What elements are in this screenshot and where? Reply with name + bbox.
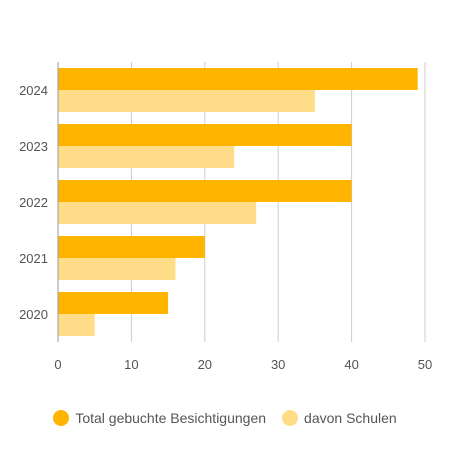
bar-schulen-2024[interactable] [58, 90, 315, 112]
bar-schulen-2021[interactable] [58, 258, 176, 280]
y-tick-label-2024: 2024 [19, 83, 48, 98]
x-tick-label-30: 30 [271, 357, 285, 372]
legend-swatch-total [53, 410, 70, 426]
y-tick-label-2023: 2023 [19, 139, 48, 154]
x-tick-label-50: 50 [418, 357, 432, 372]
bar-total-2024[interactable] [58, 68, 418, 90]
legend-item-schulen[interactable]: davon Schulen [282, 410, 397, 426]
x-tick-label-40: 40 [344, 357, 358, 372]
bar-total-2022[interactable] [58, 180, 352, 202]
bar-total-2023[interactable] [58, 124, 352, 146]
y-tick-label-2020: 2020 [19, 307, 48, 322]
legend-swatch-schulen [282, 410, 299, 426]
bar-total-2020[interactable] [58, 292, 169, 314]
x-tick-label-20: 20 [198, 357, 212, 372]
bars [58, 68, 418, 336]
bar-total-2021[interactable] [58, 236, 205, 258]
axes: 0 10 20 30 40 50 2024 2023 2022 2021 2020 [19, 62, 432, 372]
x-tick-label-10: 10 [124, 357, 138, 372]
legend-item-total[interactable]: Total gebuchte Besichtigungen [53, 410, 266, 426]
bar-schulen-2020[interactable] [58, 314, 95, 336]
bar-schulen-2023[interactable] [58, 146, 235, 168]
x-tick-label-0: 0 [54, 357, 61, 372]
y-tick-label-2022: 2022 [19, 195, 48, 210]
legend: Total gebuchte Besichtigungen davon Schu… [0, 406, 450, 430]
y-tick-label-2021: 2021 [19, 251, 48, 266]
legend-label-schulen: davon Schulen [304, 410, 397, 426]
bar-schulen-2022[interactable] [58, 202, 257, 224]
legend-label-total: Total gebuchte Besichtigungen [75, 410, 267, 426]
